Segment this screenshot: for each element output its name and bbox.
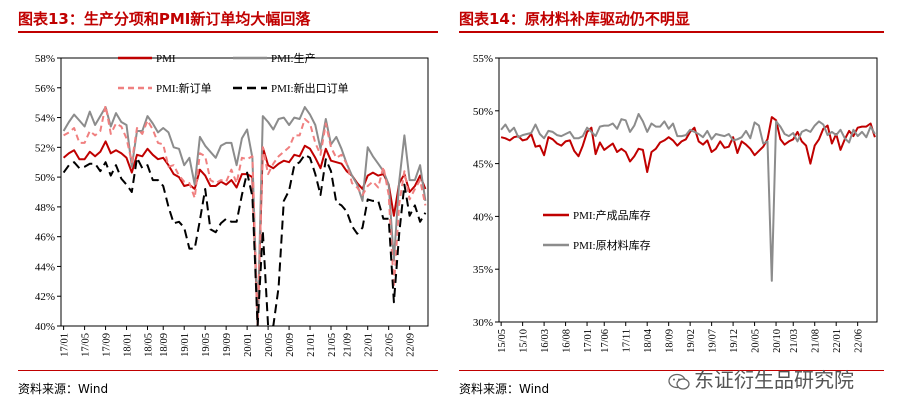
x-tick-label: 22/06 bbox=[854, 329, 865, 353]
y-tick-label: 50% bbox=[473, 106, 493, 118]
x-tick-label: 17/01 bbox=[583, 329, 594, 353]
x-tick-label: 17/01 bbox=[60, 333, 71, 357]
x-tick-label: 21/09 bbox=[343, 333, 354, 357]
y-tick-label: 40% bbox=[35, 321, 55, 333]
right-chart: 30% 35% 40% 45% 50% 55% 15/05 15/10 16/03 16/08 17… bbox=[473, 53, 878, 353]
x-tick-label: 18/04 bbox=[643, 328, 654, 353]
wechat-icon bbox=[668, 373, 690, 390]
y-tick-label: 40% bbox=[473, 211, 493, 223]
right-title-rule bbox=[459, 31, 884, 33]
watermark: 东证衍生品研究院 bbox=[668, 364, 854, 393]
x-tick-label: 19/01 bbox=[180, 333, 191, 357]
legend-label: PMI bbox=[156, 53, 176, 65]
x-tick-label: 15/05 bbox=[497, 329, 508, 353]
x-tick-label: 19/12 bbox=[729, 329, 740, 353]
x-tick-label: 20/01 bbox=[243, 333, 254, 357]
x-tick-label: 19/09 bbox=[222, 333, 233, 357]
y-tick-label: 54% bbox=[35, 113, 55, 125]
x-tick-label: 19/05 bbox=[201, 333, 212, 357]
x-tick-label: 17/06 bbox=[600, 329, 611, 353]
y-tick-label: 45% bbox=[473, 159, 493, 171]
plot-frame bbox=[60, 57, 429, 327]
y-tick-label: 58% bbox=[35, 53, 55, 65]
x-tick-label: 18/05 bbox=[144, 333, 155, 357]
left-source: 资料来源：Wind bbox=[18, 382, 109, 396]
legend-label: PMI:产成品库存 bbox=[573, 208, 651, 222]
x-tick-label: 21/01 bbox=[306, 333, 317, 357]
y-tick-label: 56% bbox=[35, 83, 55, 95]
x-tick-label: 18/01 bbox=[123, 333, 134, 357]
x-tick-label: 20/10 bbox=[772, 329, 783, 353]
watermark-text: 东证衍生品研究院 bbox=[694, 368, 854, 392]
y-tick-label: 46% bbox=[35, 232, 55, 244]
y-tick-label: 50% bbox=[35, 172, 55, 184]
x-tick-label: 19/07 bbox=[708, 329, 719, 353]
y-tick-label: 35% bbox=[473, 264, 493, 276]
legend-label: PMI:原材料库存 bbox=[573, 238, 651, 252]
x-tick-label: 22/01 bbox=[364, 333, 375, 357]
left-title-rule bbox=[18, 31, 438, 33]
left-chart-title: 图表13：生产分项和PMI新订单均大幅回落 bbox=[18, 10, 311, 28]
x-tick-label: 17/09 bbox=[102, 333, 113, 357]
series-line-3 bbox=[62, 153, 427, 326]
y-tick-label: 42% bbox=[35, 291, 55, 303]
left-bottom-rule bbox=[18, 370, 438, 371]
x-tick-label: 22/09 bbox=[406, 333, 417, 357]
x-tick-label: 21/03 bbox=[789, 329, 800, 353]
right-bottom-rule bbox=[459, 370, 884, 371]
x-tick-label: 16/08 bbox=[562, 329, 573, 353]
right-chart-title: 图表14：原材料补库驱动仍不明显 bbox=[459, 10, 690, 28]
x-tick-label: 15/10 bbox=[519, 329, 530, 353]
x-tick-label: 22/01 bbox=[832, 329, 843, 353]
y-tick-label: 44% bbox=[35, 261, 55, 273]
x-tick-label: 20/05 bbox=[751, 329, 762, 353]
plot-frame bbox=[498, 57, 878, 323]
y-tick-label: 55% bbox=[473, 53, 493, 65]
x-tick-label: 19/02 bbox=[686, 329, 697, 353]
legend-label: PMI:新订单 bbox=[156, 81, 212, 95]
series-line-0 bbox=[500, 116, 876, 173]
x-tick-label: 18/09 bbox=[665, 329, 676, 353]
series-line-2 bbox=[63, 104, 427, 326]
y-tick-label: 52% bbox=[35, 142, 55, 154]
x-tick-label: 21/08 bbox=[811, 329, 822, 353]
x-tick-label: 20/09 bbox=[285, 333, 296, 357]
x-tick-label: 18/09 bbox=[159, 333, 170, 357]
y-tick-label: 48% bbox=[35, 202, 55, 214]
x-tick-label: 20/05 bbox=[264, 333, 275, 357]
legend-label: PMI:新出口订单 bbox=[271, 81, 349, 95]
left-chart: 40% 42% 44% 46% 48% 50% 52% 54% 56% 58% 17/01 17/05… bbox=[35, 51, 429, 357]
x-tick-label: 17/05 bbox=[81, 333, 92, 357]
x-tick-label: 16/03 bbox=[540, 329, 551, 353]
series-line-1 bbox=[500, 113, 876, 282]
series-line-1 bbox=[62, 106, 427, 326]
right-source: 资料来源：Wind bbox=[459, 382, 550, 396]
x-tick-label: 22/05 bbox=[385, 333, 396, 357]
x-tick-label: 17/11 bbox=[622, 329, 633, 353]
x-tick-label: 21/05 bbox=[327, 333, 338, 357]
legend-label: PMI:生产 bbox=[271, 51, 316, 65]
y-tick-label: 30% bbox=[473, 317, 493, 329]
